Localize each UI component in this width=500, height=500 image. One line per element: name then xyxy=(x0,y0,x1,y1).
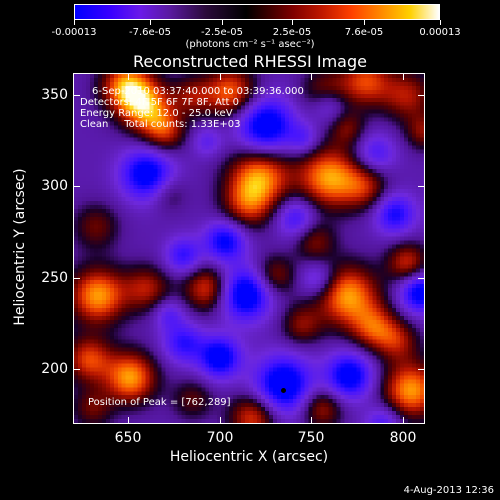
colorbar-unit-label: (photons cm⁻² s⁻¹ asec⁻²) xyxy=(185,39,315,50)
axis-tick xyxy=(418,278,424,279)
x-tick-label: 750 xyxy=(297,430,325,446)
colorbar-tick-label: 7.6e-05 xyxy=(344,27,384,38)
axis-tick xyxy=(311,74,312,80)
x-tick-label: 700 xyxy=(206,430,234,446)
colorbar-tick-label: 2.5e-05 xyxy=(272,27,312,38)
axis-tick xyxy=(74,369,80,370)
x-tick-label: 800 xyxy=(389,430,417,446)
annotation-detectors: Detectors: 4F 5F 6F 7F 8F, Att 0 xyxy=(80,97,240,108)
axis-tick xyxy=(220,417,221,423)
axis-tick xyxy=(418,186,424,187)
colorbar-tick-label: -7.6e-05 xyxy=(129,27,171,38)
y-tick-label: 300 xyxy=(41,178,68,194)
colorbar-tick xyxy=(440,20,441,25)
axis-tick xyxy=(418,369,424,370)
colorbar-tick xyxy=(150,20,151,25)
colorbar-tick xyxy=(364,20,365,25)
plot-area: 6-Sep-2010 03:37:40.000 to 03:39:36.000 … xyxy=(73,73,425,424)
colorbar-tick xyxy=(74,20,75,25)
axis-tick xyxy=(74,278,80,279)
axis-tick xyxy=(418,95,424,96)
y-tick-label: 250 xyxy=(41,270,68,286)
peak-position-label: Position of Peak = [762,289] xyxy=(88,397,231,408)
colorbar xyxy=(74,4,440,20)
axis-tick xyxy=(403,417,404,423)
annotation-block: 6-Sep-2010 03:37:40.000 to 03:39:36.000 … xyxy=(80,87,304,130)
colorbar-tick-label: 0.00013 xyxy=(419,27,461,38)
annotation-counts: Clean Total counts: 1.33E+03 xyxy=(80,119,241,130)
y-tick-label: 200 xyxy=(41,361,68,377)
footer-timestamp: 4-Aug-2013 12:36 xyxy=(403,485,494,496)
colorbar-tick-label: -0.00013 xyxy=(51,27,97,38)
axis-tick xyxy=(311,417,312,423)
colorbar-tick xyxy=(292,20,293,25)
axis-tick xyxy=(128,417,129,423)
axis-tick xyxy=(74,186,80,187)
x-axis-label: Heliocentric X (arcsec) xyxy=(169,449,329,465)
peak-marker xyxy=(281,388,286,394)
colorbar-tick xyxy=(222,20,223,25)
y-tick-label: 350 xyxy=(41,87,68,103)
colorbar-tick-label: -2.5e-05 xyxy=(201,27,243,38)
y-axis-label: Heliocentric Y (arcsec) xyxy=(12,168,28,326)
heatmap-image xyxy=(74,74,424,423)
axis-tick xyxy=(220,74,221,80)
chart-title: Reconstructed RHESSI Image xyxy=(133,52,367,71)
x-tick-label: 650 xyxy=(114,430,142,446)
annotation-energy-range: Energy Range: 12.0 - 25.0 keV xyxy=(80,108,233,119)
axis-tick xyxy=(403,74,404,80)
axis-tick xyxy=(74,95,80,96)
axis-tick xyxy=(128,74,129,80)
annotation-time-range: 6-Sep-2010 03:37:40.000 to 03:39:36.000 xyxy=(92,86,304,97)
